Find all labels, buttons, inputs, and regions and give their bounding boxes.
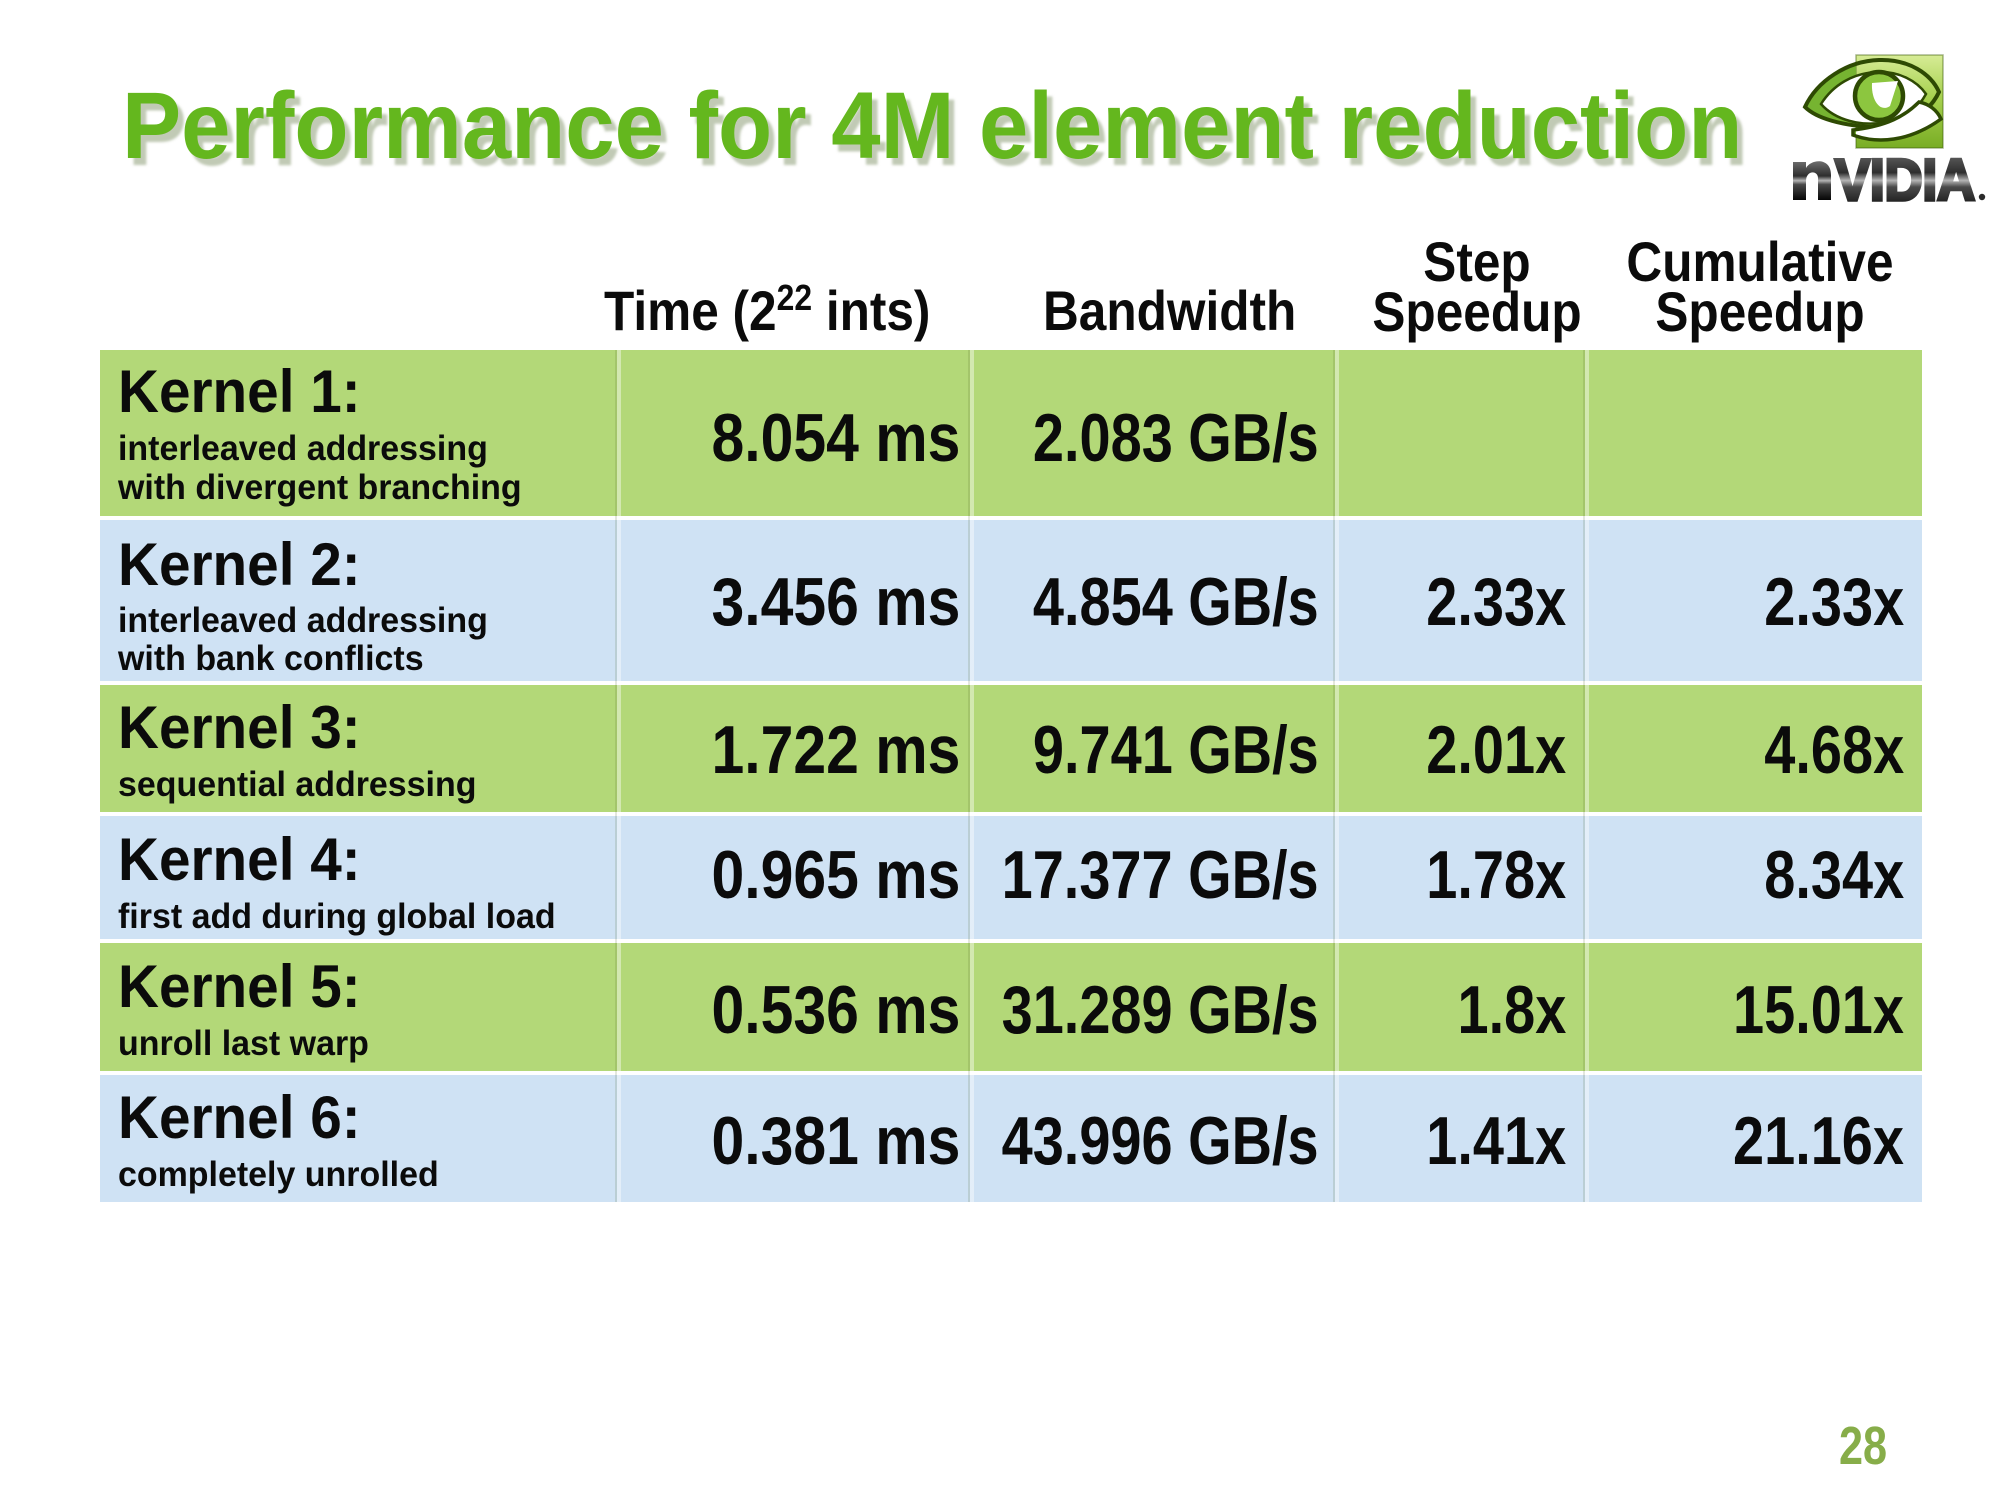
svg-text:VIDIA: VIDIA: [1835, 155, 1975, 205]
